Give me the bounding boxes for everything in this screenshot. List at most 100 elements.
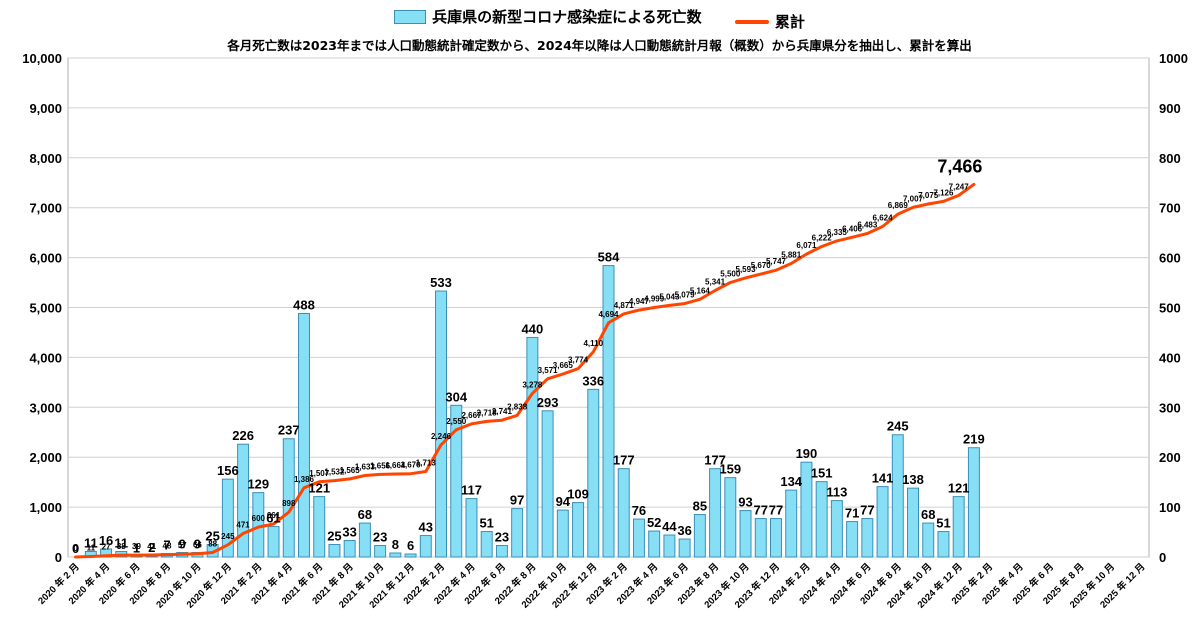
bar-value-label: 336 (582, 373, 604, 388)
cumulative-data-label: 3,774 (568, 356, 589, 365)
left-axis-tick-label: 5,000 (29, 301, 62, 316)
bar (328, 544, 341, 558)
bar (480, 531, 493, 558)
bar-value-label: 51 (936, 516, 950, 531)
cumulative-data-label: 4,999 (644, 295, 665, 304)
cumulative-data-label: 6,406 (842, 224, 863, 233)
bar-value-label: 9 (179, 537, 186, 552)
cumulative-data-label: 3,665 (553, 361, 574, 370)
cumulative-data-label: 6,222 (812, 234, 833, 243)
right-axis-tick-label: 800 (1159, 151, 1181, 166)
cumulative-data-label: 4,871 (614, 301, 635, 310)
bar-value-label: 134 (780, 474, 802, 489)
bar (967, 447, 980, 558)
bar (495, 545, 508, 558)
cumulative-data-label: 11 (87, 543, 96, 552)
bar-value-label: 245 (887, 419, 909, 434)
bar (754, 518, 767, 558)
legend-item-cumulative: 累計 (734, 11, 805, 32)
bar-value-label: 177 (613, 453, 635, 468)
bar-value-label: 293 (537, 395, 559, 410)
cumulative-data-label: 3,571 (538, 366, 559, 375)
bar-value-label: 488 (293, 297, 315, 312)
cumulative-data-label: 48 (163, 542, 172, 551)
cumulative-data-label: 1,633 (355, 463, 376, 472)
bar-value-label: 156 (217, 463, 239, 478)
bar (237, 443, 250, 558)
cumulative-data-label: 6,624 (873, 213, 894, 222)
cumulative-data-label: 6,869 (888, 201, 909, 210)
cumulative-data-label: 6,335 (827, 228, 848, 237)
left-axis-tick-label: 0 (55, 550, 62, 565)
bar (876, 486, 889, 558)
bar (541, 410, 554, 558)
cumulative-data-label: 2,741 (492, 407, 513, 416)
bar (648, 530, 661, 558)
bar-value-label: 77 (769, 503, 783, 518)
cumulative-data-label: 41 (147, 542, 156, 551)
bar-value-label: 141 (872, 471, 894, 486)
bar (435, 290, 448, 558)
bar-value-label: 43 (419, 520, 433, 535)
bar-value-label: 77 (754, 503, 768, 518)
cumulative-line (74, 182, 976, 559)
cumulative-data-label: 471 (236, 520, 250, 529)
left-axis-tick-label: 2,000 (29, 450, 62, 465)
cumulative-data-label: 0 (73, 544, 78, 553)
legend-bar-swatch (394, 9, 427, 24)
bar-value-label: 85 (693, 499, 707, 514)
bar (374, 545, 387, 558)
cumulative-data-label: 88 (208, 539, 217, 548)
right-axis-tick-label: 900 (1159, 101, 1181, 116)
bar-value-label: 109 (567, 487, 589, 502)
bar-value-label: 36 (677, 523, 691, 538)
bar-value-label: 9 (194, 537, 201, 552)
bar-value-label: 51 (479, 516, 493, 531)
cumulative-data-label: 5,593 (736, 265, 757, 274)
cumulative-data-label: 5,500 (720, 270, 741, 279)
cumulative-data-label: 5,164 (690, 286, 711, 295)
bar (907, 487, 919, 558)
bar (769, 518, 782, 558)
cumulative-data-label: 2,550 (446, 417, 467, 426)
bar-value-label: 440 (522, 321, 544, 336)
bar (450, 404, 463, 558)
right-axis-tick-label: 300 (1159, 400, 1181, 415)
bar (526, 336, 539, 558)
cumulative-data-label: 5,341 (705, 277, 726, 286)
right-axis-tick-label: 200 (1159, 450, 1181, 465)
legend-item-deaths: 兵庫県の新型コロナ感染症による死亡数 (394, 6, 702, 27)
bar-value-label: 6 (407, 538, 414, 553)
bar-value-label: 25 (205, 529, 219, 544)
cumulative-data-label: 1,656 (370, 461, 391, 470)
left-axis-tick-label: 1,000 (29, 500, 62, 515)
cumulative-data-label: 661 (267, 511, 281, 520)
bar (632, 518, 645, 558)
bar (298, 312, 310, 558)
left-axis-tick-label: 9,000 (29, 101, 62, 116)
cumulative-data-label: 3,278 (522, 380, 543, 389)
cumulative-data-label: 66 (193, 541, 202, 550)
cumulative-data-label: 57 (178, 541, 187, 550)
cumulative-data-label: 7,075 (918, 191, 939, 200)
bar-value-label: 117 (461, 483, 482, 498)
legend: 兵庫県の新型コロナ感染症による死亡数 累計 (0, 6, 1199, 32)
bar (891, 434, 904, 558)
bar (815, 481, 828, 558)
bar-value-label: 533 (430, 275, 452, 290)
bar (922, 522, 935, 558)
cumulative-data-label: 5,670 (751, 261, 772, 270)
bar-value-label: 113 (826, 485, 847, 500)
cumulative-data-label: 1,386 (294, 475, 315, 484)
bar-value-label: 76 (632, 503, 646, 518)
bar-value-label: 97 (510, 493, 524, 508)
cumulative-data-label: 4,694 (598, 310, 619, 319)
cumulative-data-label: 2,246 (431, 432, 452, 441)
bar-value-label: 23 (373, 530, 387, 545)
bar (587, 388, 600, 558)
bar-value-label: 0 (72, 541, 79, 556)
bar-value-label: 7 (163, 538, 170, 553)
bar-value-label: 71 (845, 506, 859, 521)
bar (389, 552, 402, 558)
left-axis-tick-label: 6,000 (29, 251, 62, 266)
